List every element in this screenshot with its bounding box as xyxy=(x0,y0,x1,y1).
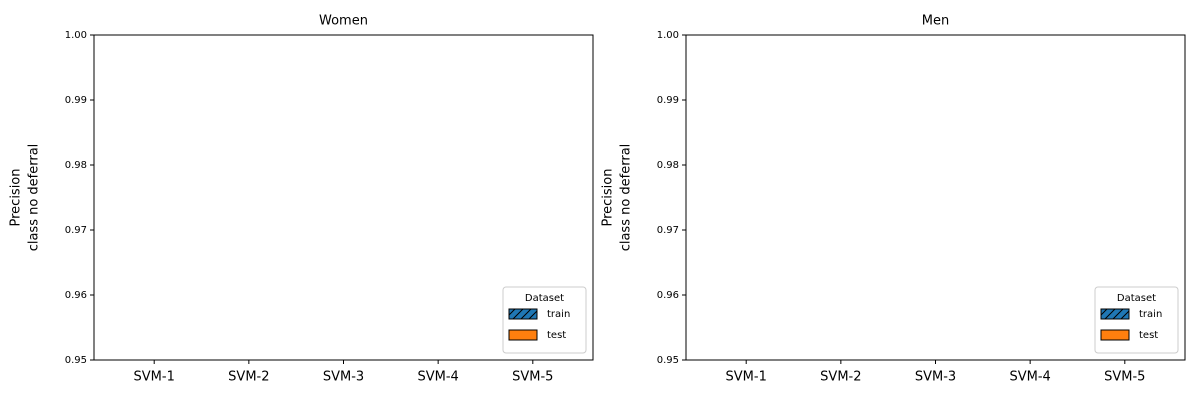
legend-title: Dataset xyxy=(1117,293,1156,304)
y-tick-label: 0.95 xyxy=(657,355,679,366)
y-tick-label: 0.99 xyxy=(65,95,87,106)
y-axis-label: class no deferral xyxy=(619,144,634,252)
legend-swatch-hatch xyxy=(1101,309,1129,319)
legend-swatch xyxy=(508,329,538,341)
x-tick-label: SVM-5 xyxy=(1104,370,1145,385)
x-tick-label: SVM-2 xyxy=(228,370,269,385)
y-tick-label: 0.98 xyxy=(657,160,679,171)
chart-title: Women xyxy=(319,14,368,29)
legend-swatch-hatch xyxy=(509,309,537,319)
legend-title: Dataset xyxy=(525,293,564,304)
x-tick-label: SVM-3 xyxy=(915,370,956,385)
x-tick-label: SVM-1 xyxy=(726,370,767,385)
x-tick-label: SVM-2 xyxy=(820,370,861,385)
legend-label: test xyxy=(547,330,566,341)
legend-swatch xyxy=(1100,329,1130,341)
y-tick-label: 0.98 xyxy=(65,160,87,171)
y-tick-label: 0.99 xyxy=(657,95,679,106)
y-tick-label: 1.00 xyxy=(657,30,679,41)
y-tick-label: 1.00 xyxy=(65,30,87,41)
y-tick-label: 0.95 xyxy=(65,355,87,366)
plot-frame xyxy=(93,34,594,361)
y-tick-label: 0.97 xyxy=(657,225,679,236)
y-axis-label: Precision xyxy=(601,168,616,226)
x-tick-label: SVM-4 xyxy=(417,370,458,385)
y-axis-label: Precision xyxy=(9,168,24,226)
plot-frame xyxy=(685,34,1186,361)
x-tick-label: SVM-3 xyxy=(323,370,364,385)
x-tick-label: SVM-5 xyxy=(512,370,553,385)
chart-title: Men xyxy=(922,14,949,29)
legend-label: train xyxy=(1139,309,1162,320)
y-tick-label: 0.96 xyxy=(65,290,87,301)
legend-label: train xyxy=(547,309,570,320)
y-axis-label: class no deferral xyxy=(27,144,42,252)
legend-label: test xyxy=(1139,330,1158,341)
y-tick-label: 0.96 xyxy=(657,290,679,301)
x-tick-label: SVM-4 xyxy=(1009,370,1050,385)
y-tick-label: 0.97 xyxy=(65,225,87,236)
x-tick-label: SVM-1 xyxy=(134,370,175,385)
